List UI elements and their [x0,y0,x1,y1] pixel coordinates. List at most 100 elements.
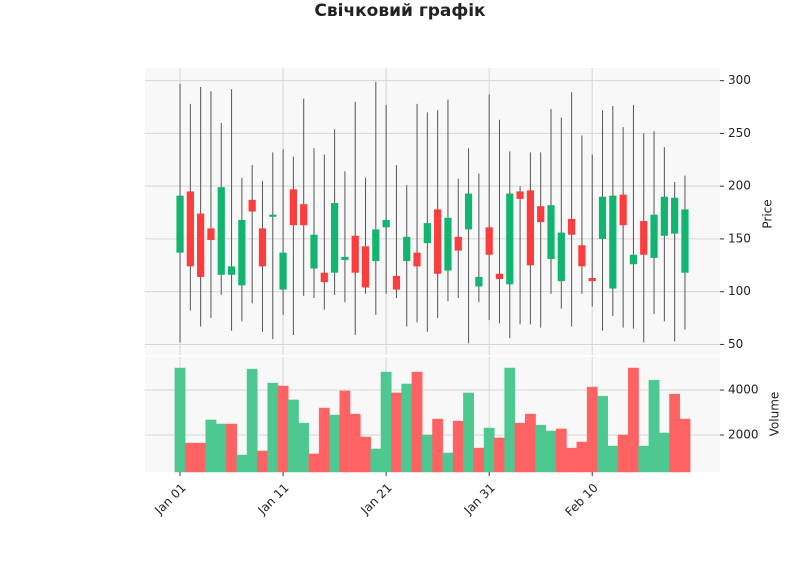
volume-bar [442,452,454,473]
candle-body [238,219,246,286]
candle-body [423,223,431,244]
candle-body [660,196,668,236]
candle-body [330,203,339,273]
volume-bar [215,423,227,473]
volume-bar [391,392,402,473]
candle-body [217,187,225,275]
candle-body [495,273,504,280]
volume-bar [617,434,629,473]
candle-body [403,236,411,262]
candle-body [310,234,318,269]
volume-bar [452,420,464,473]
y-tick-label: 2000 [728,428,759,442]
candle-body [186,191,194,267]
volume-bar [473,447,485,473]
volume-bar [195,442,207,473]
candle-body [640,220,648,255]
candle-body [392,275,401,290]
volume-bar [349,413,361,473]
volume-bar [514,422,526,473]
candle-body [526,190,535,266]
candle-body [578,245,586,267]
volume-bar [308,453,320,473]
volume-bar [648,379,660,473]
volume-bar [380,371,392,473]
candle-body [537,206,545,223]
volume-bar [236,454,248,473]
candle-body [598,196,607,239]
volume-bar [298,422,310,473]
candle-body [207,228,215,240]
volume-bar [184,442,196,473]
candle-body [547,205,555,259]
volume-bar [628,367,639,473]
candle-body [300,204,308,226]
volume-bar [576,441,588,473]
candle-body [258,228,267,267]
volume-bar [246,368,258,473]
candle-body [506,193,514,285]
volume-bar [504,367,516,473]
volume-bar [597,395,608,473]
candle-body [361,246,370,288]
volume-bar [329,414,341,473]
volume-bar [421,434,433,473]
candle-body [382,219,390,228]
y-tick-label: 250 [728,126,751,140]
volume-bar [174,367,186,473]
candle-body [351,235,359,273]
candle-body [650,214,658,258]
candle-body [444,217,452,271]
volume-bar [401,383,413,473]
volume-bar [524,413,536,473]
y-tick-label: 150 [728,231,751,245]
x-tick-label: Feb 10 [562,481,600,519]
x-tick-label: Jan 11 [254,481,291,518]
y-tick-label: 50 [728,337,743,351]
volume-bar [535,424,547,473]
volume-bar [432,418,444,473]
candle-body [516,191,524,199]
y-axis-label: Volume [768,392,782,437]
candle-body [289,189,297,226]
chart-title: Свічковий графік [314,1,486,21]
candle-body [619,194,627,226]
y-tick-label: 200 [728,179,751,193]
volume-bar [277,385,289,473]
volume-bar [287,399,299,473]
volume-bar [411,371,423,473]
candle-body [269,214,277,217]
volume-bar [463,392,474,473]
candle-body [227,266,236,275]
volume-bar [658,432,670,473]
volume-bar [494,437,505,473]
candle-body [320,272,328,283]
volume-bar [586,386,598,473]
candle-body [475,276,483,287]
candle-body [372,229,380,262]
candle-body [176,195,184,253]
x-tick-label: Jan 01 [151,481,188,518]
volume-bar [318,407,330,473]
volume-bar [257,450,268,473]
candle-body [568,218,576,235]
candle-body [485,227,493,255]
candle-body [341,256,349,261]
candle-body [681,209,689,273]
y-tick-label: 4000 [728,383,759,397]
candle-body [413,252,421,267]
volume-bar [339,390,351,473]
candle-body [557,232,565,282]
candle-body [609,195,617,289]
candle-body [464,193,473,230]
y-tick-label: 100 [728,284,751,298]
y-axis-label: Price [761,199,775,228]
candle-body [279,252,287,290]
candle-body [248,199,256,212]
volume-bar [555,428,567,473]
y-tick-label: 300 [728,73,751,87]
candle-body [629,254,638,265]
volume-bar [545,430,557,473]
candle-body [454,236,462,251]
